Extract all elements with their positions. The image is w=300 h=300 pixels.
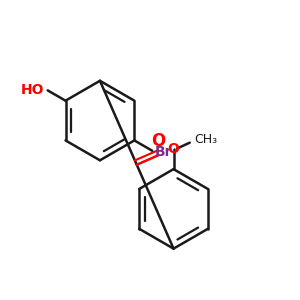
Text: O: O xyxy=(168,142,179,155)
Text: O: O xyxy=(151,132,165,150)
Text: HO: HO xyxy=(21,83,45,98)
Text: CH₃: CH₃ xyxy=(194,133,217,146)
Text: Br: Br xyxy=(155,145,173,159)
